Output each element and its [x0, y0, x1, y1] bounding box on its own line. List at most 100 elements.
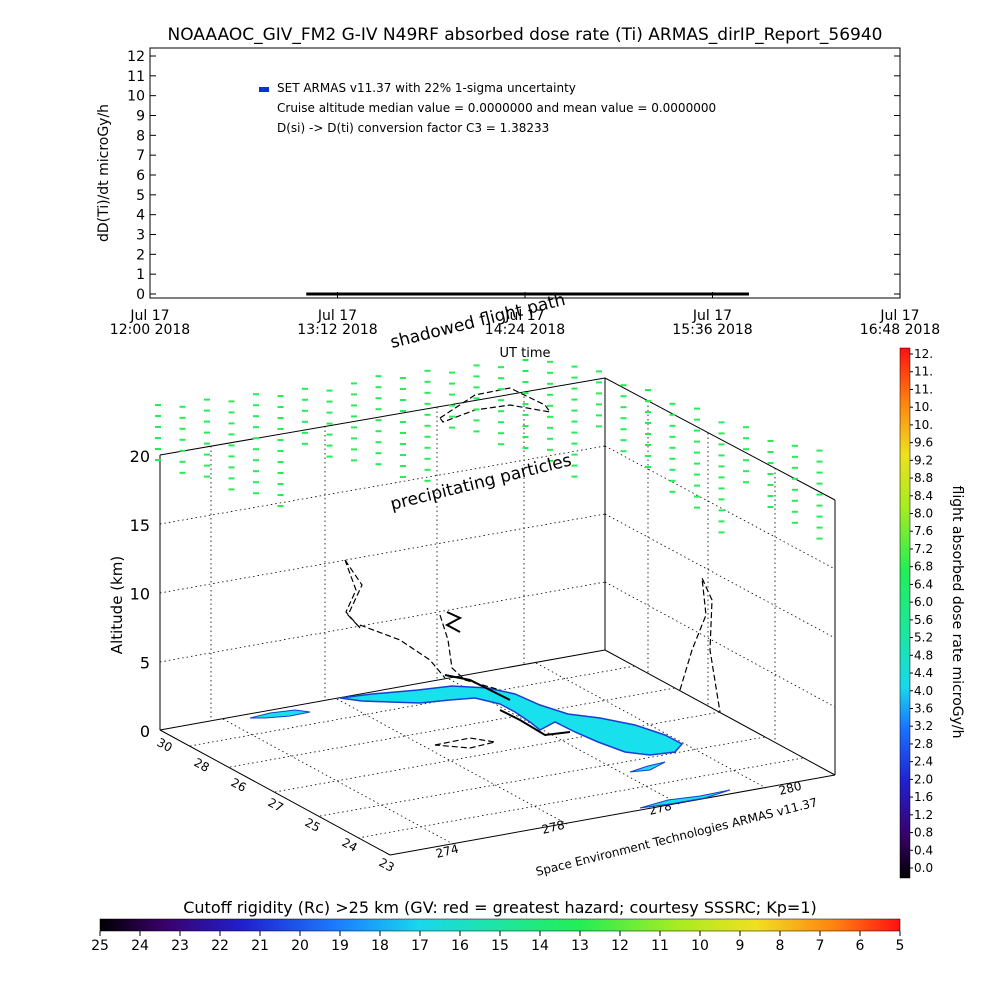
precipitating-particles-label: precipitating particles [388, 450, 573, 514]
altitude-tick-label: 5 [140, 653, 150, 672]
dose-rate-colorbar-ticks: 12. 11. 11. 10. 10. 9.6 9.2 8.8 8.4 8.0 7.6 7.2 6.8 6… [910, 347, 933, 875]
altitude-tick-label: 15 [130, 516, 150, 535]
cutoff-rigidity-colorbar: Cutoff rigidity (Rc) >25 km (GV: red = g… [91, 898, 904, 954]
3d-box-frame [159, 377, 836, 856]
colorbar-tick-label: 1.2 [914, 808, 933, 822]
x-tick-label-date: Jul 17 [504, 308, 544, 324]
rigidity-tick-label: 19 [331, 938, 349, 954]
colorbar-tick-label: 9.2 [914, 453, 933, 467]
rigidity-tick-label: 7 [816, 938, 825, 954]
latitude-tick-label: 30 [155, 735, 175, 755]
legend-note-conversion: D(si) -> D(ti) conversion factor C3 = 1.… [277, 121, 549, 135]
latitude-axis: 30 28 26 27 25 24 23 [155, 735, 397, 875]
longitude-tick-label: 280 [777, 779, 803, 798]
latitude-tick-label: 25 [303, 815, 323, 835]
latitude-tick-label: 24 [340, 835, 360, 855]
colorbar-tick-label: 8.0 [914, 507, 933, 521]
x-tick-label-time: 13:12 2018 [297, 322, 377, 338]
y-tick-label: 9 [136, 109, 145, 125]
precipitating-particles [155, 359, 823, 540]
latitude-tick-label: 27 [266, 795, 286, 815]
cutoff-rigidity-label: Cutoff rigidity (Rc) >25 km (GV: red = g… [183, 898, 817, 917]
rigidity-tick-label: 17 [411, 938, 429, 954]
legend-marker [259, 87, 269, 92]
dose-rate-colorbar-label: flight absorbed dose rate microGy/h [949, 486, 965, 739]
colorbar-tick-label: 10. [914, 418, 933, 432]
rigidity-tick-label: 21 [251, 938, 269, 954]
colorbar-tick-label: 3.2 [914, 719, 933, 733]
colorbar-tick-label: 4.0 [914, 684, 933, 698]
rigidity-tick-label: 20 [291, 938, 309, 954]
colorbar-tick-label: 2.8 [914, 737, 933, 751]
legend-note-median: Cruise altitude median value = 0.0000000… [277, 101, 716, 115]
colorbar-tick-label: 4.4 [914, 666, 933, 680]
colorbar-tick-label: 12. [914, 347, 933, 361]
x-tick-label-time: 12:00 2018 [110, 322, 190, 338]
y-tick-label: 7 [136, 148, 145, 164]
rigidity-tick-label: 10 [691, 938, 709, 954]
rigidity-tick-label: 5 [896, 938, 905, 954]
x-tick-label-date: Jul 17 [317, 308, 357, 324]
rigidity-tick-label: 22 [211, 938, 229, 954]
y-tick-label: 8 [136, 128, 145, 144]
y-tick-label: 2 [136, 247, 145, 263]
rigidity-tick-label: 24 [131, 938, 149, 954]
colorbar-tick-label: 8.8 [914, 471, 933, 485]
x-tick-label-date: Jul 17 [879, 308, 919, 324]
x-tick-label-time: 16:48 2018 [860, 322, 940, 338]
rigidity-tick-label: 13 [571, 938, 589, 954]
rigidity-tick-label: 15 [491, 938, 509, 954]
timeseries-ylabel: dD(Ti)/dt microGy/h [96, 104, 112, 242]
y-tick-label: 10 [127, 89, 145, 105]
rigidity-tick-label: 14 [531, 938, 549, 954]
rigidity-tick-label: 16 [451, 938, 469, 954]
x-tick-label-time: 14:24 2018 [485, 322, 565, 338]
cutoff-rigidity-gradient [99, 918, 901, 932]
y-tick-label: 0 [136, 287, 145, 303]
rigidity-tick-label: 12 [611, 938, 629, 954]
flight-path-solid [444, 611, 571, 737]
altitude-tick-label: 0 [140, 722, 150, 741]
colorbar-tick-label: 7.2 [914, 542, 933, 556]
y-tick-label: 4 [136, 208, 145, 224]
3d-grid [159, 392, 836, 845]
latitude-tick-label: 28 [192, 755, 212, 775]
y-tick-label: 12 [127, 49, 145, 65]
legend-series-label: SET ARMAS v11.37 with 22% 1-sigma uncert… [277, 81, 576, 95]
colorbar-tick-label: 5.2 [914, 631, 933, 645]
colorbar-tick-label: 5.6 [914, 613, 933, 627]
figure-title: NOAAAOC_GIV_FM2 G-IV N49RF absorbed dose… [168, 25, 883, 45]
altitude-tick-label: 10 [130, 585, 150, 604]
colorbar-tick-label: 0.8 [914, 826, 933, 840]
x-tick-label-date: Jul 17 [129, 308, 169, 324]
colorbar-tick-label: 2.0 [914, 772, 933, 786]
colorbar-tick-label: 8.4 [914, 489, 933, 503]
rigidity-tick-label: 25 [91, 938, 109, 954]
colorbar-tick-label: 9.6 [914, 436, 933, 450]
altitude-tick-label: 20 [130, 447, 150, 466]
colorbar-tick-label: 3.6 [914, 701, 933, 715]
colorbar-tick-label: 0.4 [914, 843, 933, 857]
altitude-axis: 0 5 10 15 20 [130, 447, 150, 741]
timeseries-xlabel: UT time [500, 346, 551, 361]
y-tick-label: 11 [127, 69, 145, 85]
credit-label: Space Environment Technologies ARMAS v11… [534, 795, 818, 879]
y-tick-label: 6 [136, 168, 145, 184]
longitude-tick-label: 274 [434, 842, 460, 861]
y-tick-label: 5 [136, 188, 145, 204]
rigidity-tick-label: 9 [736, 938, 745, 954]
longitude-tick-label: 278 [540, 818, 566, 837]
rigidity-tick-label: 11 [651, 938, 669, 954]
colorbar-tick-label: 6.0 [914, 595, 933, 609]
colorbar-tick-label: 1.6 [914, 790, 933, 804]
latitude-tick-label: 23 [377, 855, 397, 875]
colorbar-tick-label: 2.4 [914, 755, 933, 769]
rigidity-tick-label: 18 [371, 938, 389, 954]
cutoff-rigidity-ticks: 25 24 23 22 21 20 19 18 17 16 15 14 13 12 11 10 9 8 7 6 5 [91, 931, 904, 954]
colorbar-tick-label: 11. [914, 365, 933, 379]
rigidity-tick-label: 8 [776, 938, 785, 954]
